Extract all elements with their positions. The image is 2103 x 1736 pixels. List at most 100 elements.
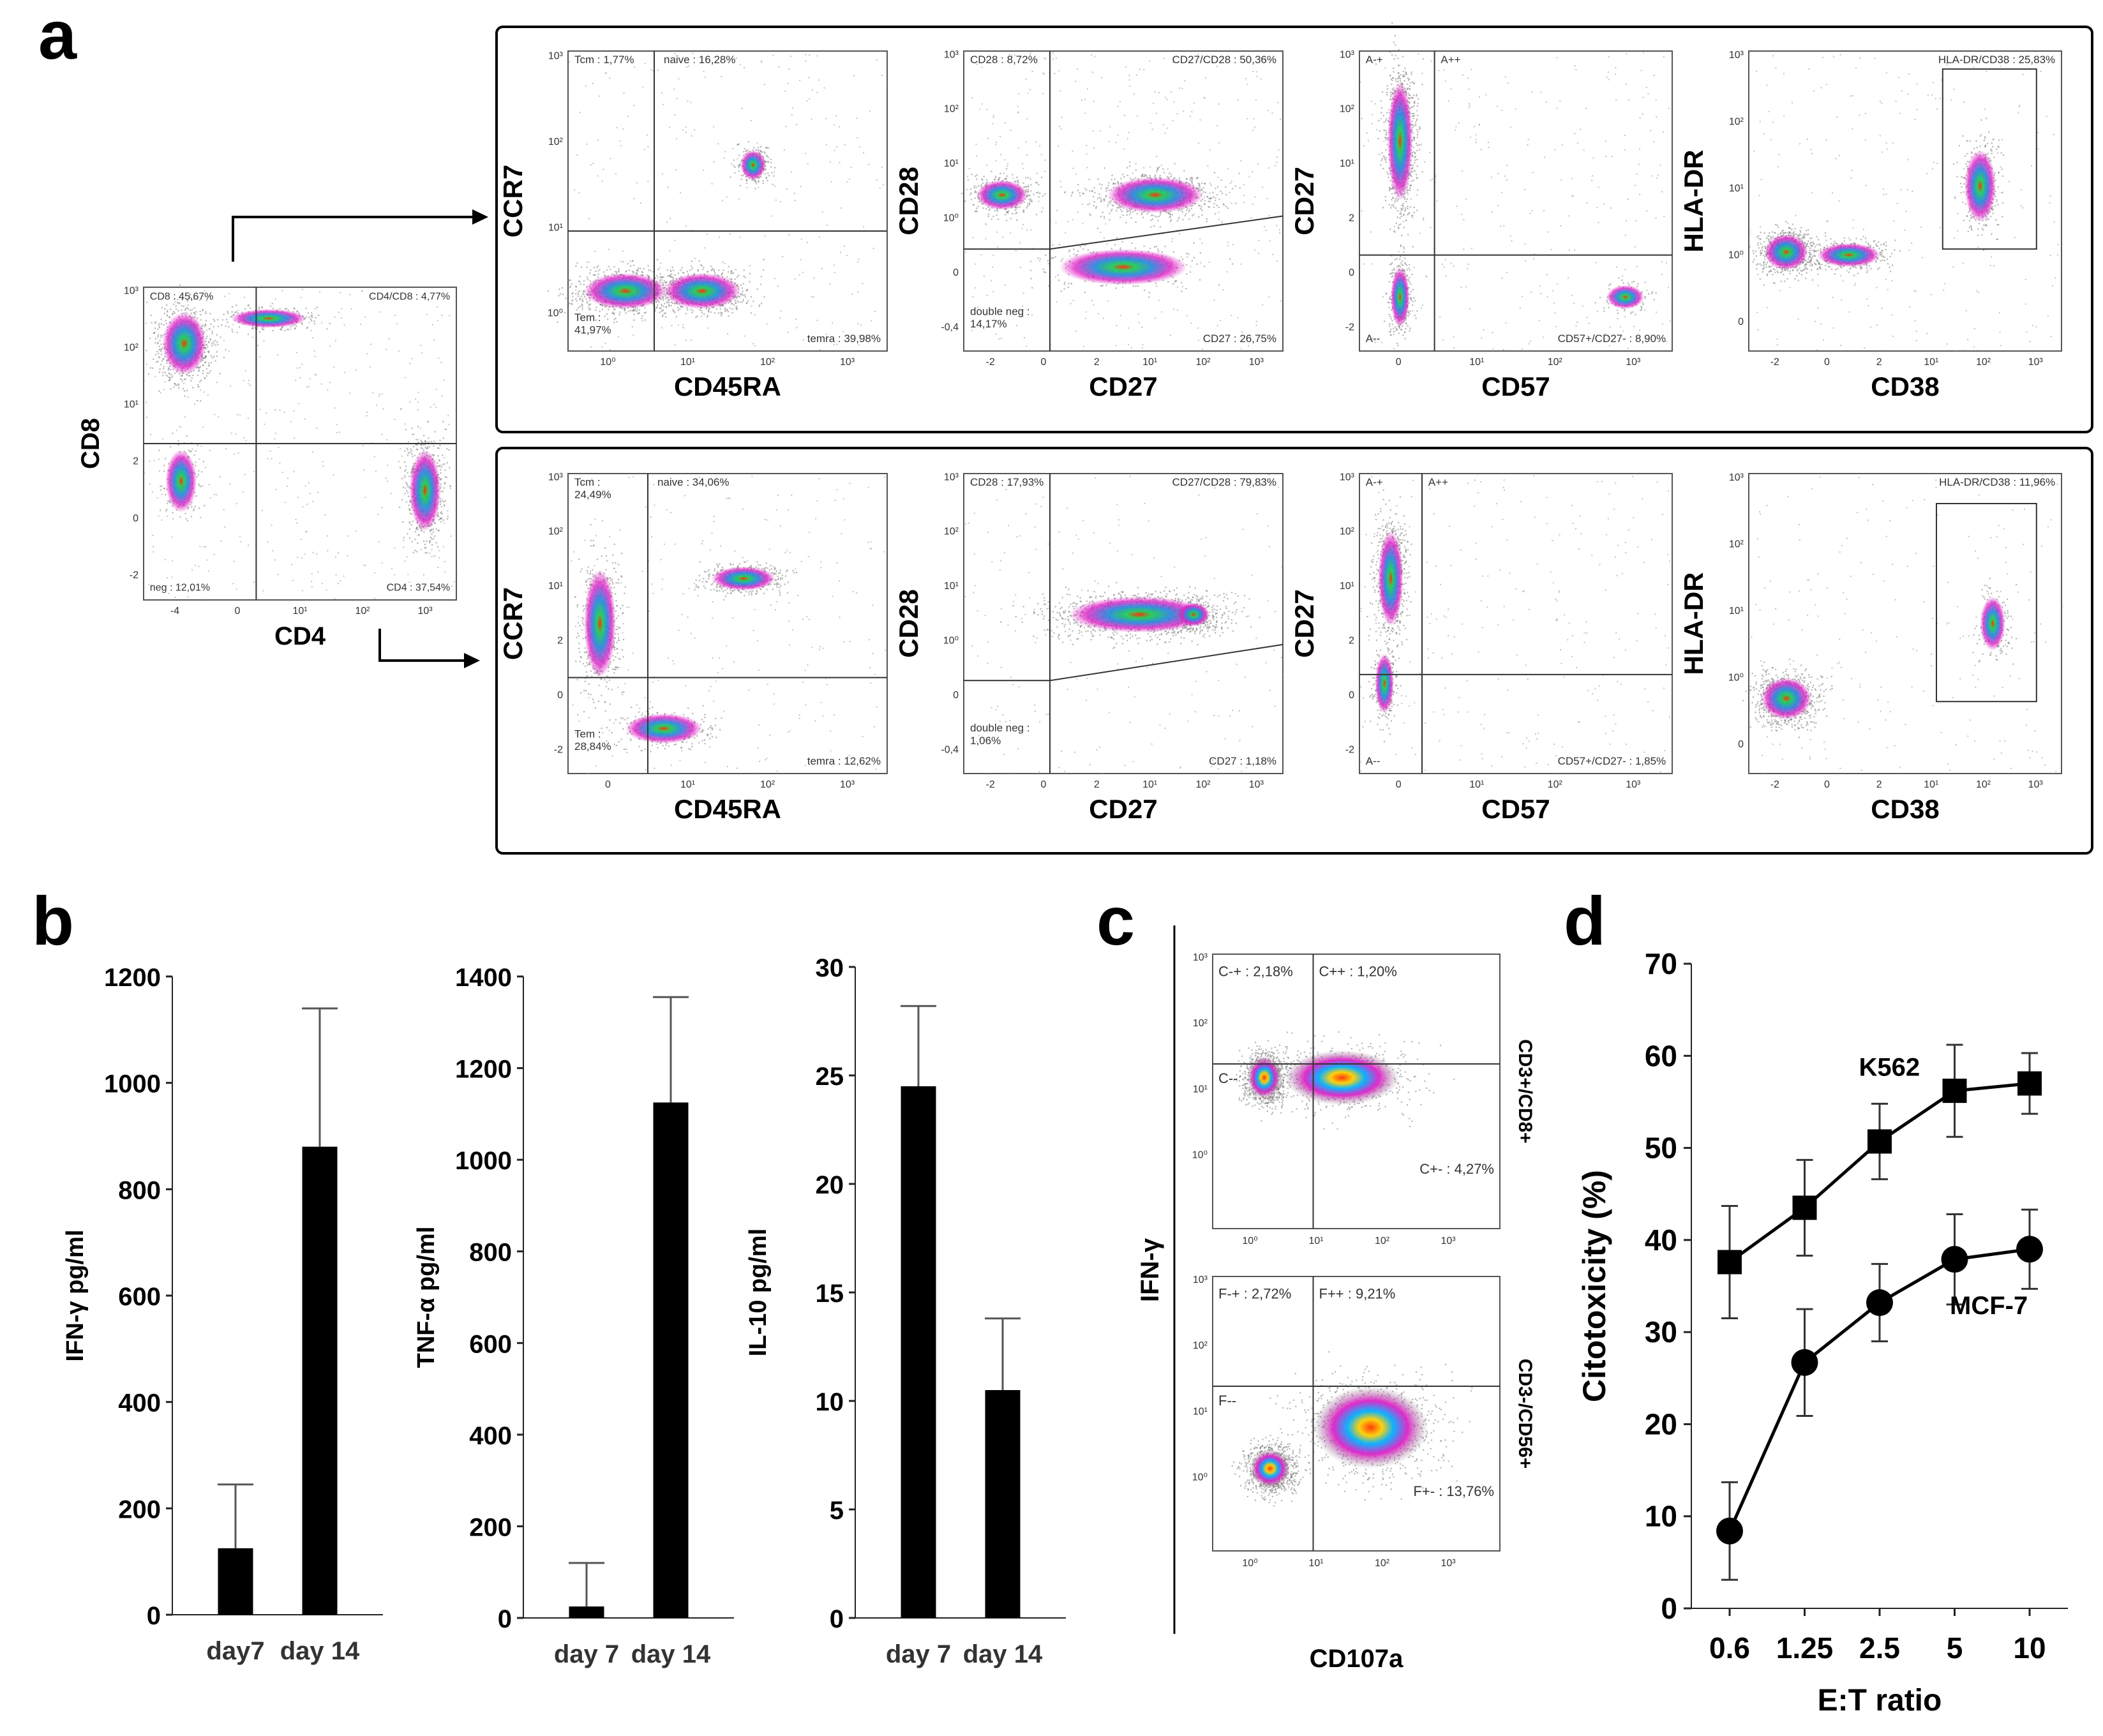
background-event — [444, 561, 445, 562]
background-event — [167, 577, 168, 578]
event-dot — [434, 535, 435, 537]
background-event — [336, 424, 338, 425]
background-event — [284, 412, 285, 413]
event-dot — [638, 313, 640, 314]
event-dot — [701, 312, 703, 313]
background-event — [335, 557, 336, 558]
background-event — [860, 325, 862, 326]
event-dot — [167, 500, 168, 502]
event-dot — [721, 315, 722, 317]
background-event — [622, 251, 624, 252]
background-event — [800, 259, 802, 260]
event-dot — [1088, 204, 1089, 206]
event-dot — [1129, 161, 1130, 163]
background-event — [355, 530, 356, 532]
event-dot — [610, 269, 611, 270]
background-event — [825, 118, 827, 119]
background-event — [800, 186, 802, 187]
event-dot — [714, 312, 715, 313]
background-event — [844, 144, 846, 146]
background-event — [204, 391, 205, 393]
event-dot — [662, 316, 663, 317]
event-dot — [1077, 184, 1079, 185]
background-event — [274, 438, 275, 440]
event-dot — [296, 326, 297, 327]
event-dot — [442, 454, 443, 456]
figure-root: a b c d CD8 : 45,67% CD4/CD8 : 4,77% neg :… — [0, 0, 2103, 1736]
background-event — [615, 174, 617, 175]
event-dot — [439, 445, 440, 446]
event-dot — [411, 524, 412, 525]
event-dot — [232, 329, 233, 330]
event-dot — [1199, 186, 1201, 188]
event-dot — [662, 284, 664, 285]
background-event — [765, 235, 766, 236]
event-dot — [433, 539, 434, 540]
background-event — [175, 597, 176, 598]
background-event — [278, 574, 279, 575]
event-dot — [248, 304, 250, 306]
background-event — [237, 310, 239, 311]
population-density — [165, 450, 197, 513]
event-dot — [437, 546, 438, 548]
event-dot — [1156, 170, 1157, 172]
event-dot — [595, 274, 596, 276]
background-event — [805, 61, 806, 62]
event-dot — [724, 308, 726, 309]
event-dot — [197, 375, 198, 376]
event-dot — [285, 330, 286, 331]
event-dot — [692, 310, 693, 311]
event-dot — [402, 521, 403, 523]
event-dot — [216, 355, 218, 357]
event-dot — [689, 269, 691, 271]
background-event — [791, 114, 793, 116]
event-dot — [580, 276, 581, 277]
event-dot — [185, 378, 186, 380]
event-dot — [1126, 214, 1128, 216]
background-event — [338, 583, 339, 584]
background-event — [363, 565, 364, 566]
background-event — [146, 322, 147, 324]
event-dot — [188, 308, 189, 310]
event-dot — [759, 304, 760, 306]
background-event — [264, 424, 265, 425]
event-dot — [173, 311, 174, 312]
population-density — [664, 273, 740, 309]
event-dot — [159, 371, 160, 373]
event-dot — [687, 309, 688, 310]
event-dot — [1205, 192, 1206, 193]
event-dot — [1225, 186, 1226, 188]
event-dot — [203, 461, 204, 462]
event-dot — [1126, 167, 1128, 168]
event-dot — [1215, 200, 1216, 201]
event-dot — [1158, 167, 1160, 168]
event-dot — [192, 387, 193, 388]
event-dot — [743, 151, 744, 153]
event-dot — [200, 311, 201, 312]
background-event — [410, 363, 411, 364]
background-event — [401, 456, 403, 457]
event-dot — [571, 283, 573, 285]
event-dot — [1186, 178, 1187, 179]
background-event — [294, 438, 295, 439]
event-dot — [306, 308, 307, 309]
background-event — [868, 164, 869, 165]
event-dot — [1099, 193, 1100, 195]
event-dot — [1204, 200, 1206, 202]
event-dot — [446, 448, 447, 449]
background-event — [267, 458, 269, 460]
event-dot — [1215, 197, 1216, 198]
event-dot — [699, 260, 700, 262]
gate-label: neg : 12,01% — [150, 582, 210, 593]
background-event — [314, 350, 315, 352]
event-dot — [613, 309, 615, 310]
event-dot — [1130, 177, 1131, 179]
event-dot — [1109, 213, 1110, 214]
event-dot — [273, 308, 274, 309]
event-dot — [1135, 169, 1137, 170]
event-dot — [213, 326, 214, 327]
event-dot — [703, 267, 704, 268]
event-dot — [730, 308, 731, 309]
event-dot — [1185, 215, 1186, 216]
event-dot — [701, 310, 702, 311]
